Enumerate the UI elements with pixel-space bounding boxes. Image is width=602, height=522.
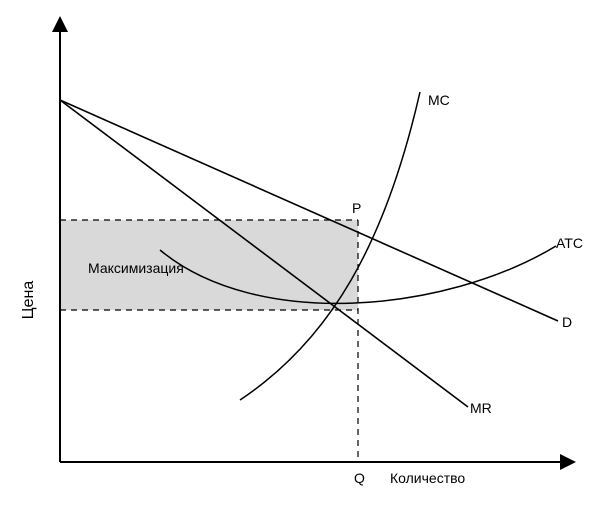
label-P: P: [352, 200, 361, 216]
y-axis-label: Цена: [20, 281, 38, 319]
label-MR: MR: [470, 400, 492, 416]
label-Q: Q: [354, 470, 365, 486]
label-ATC: ATC: [556, 235, 583, 251]
x-axis-label: Количество: [390, 470, 465, 486]
label-D: D: [562, 314, 572, 330]
label-maximization: Максимизация: [88, 260, 184, 276]
label-MC: MC: [428, 92, 450, 108]
chart-stage: Цена Количество P Q MC ATC D MR Максимиз…: [0, 0, 602, 522]
